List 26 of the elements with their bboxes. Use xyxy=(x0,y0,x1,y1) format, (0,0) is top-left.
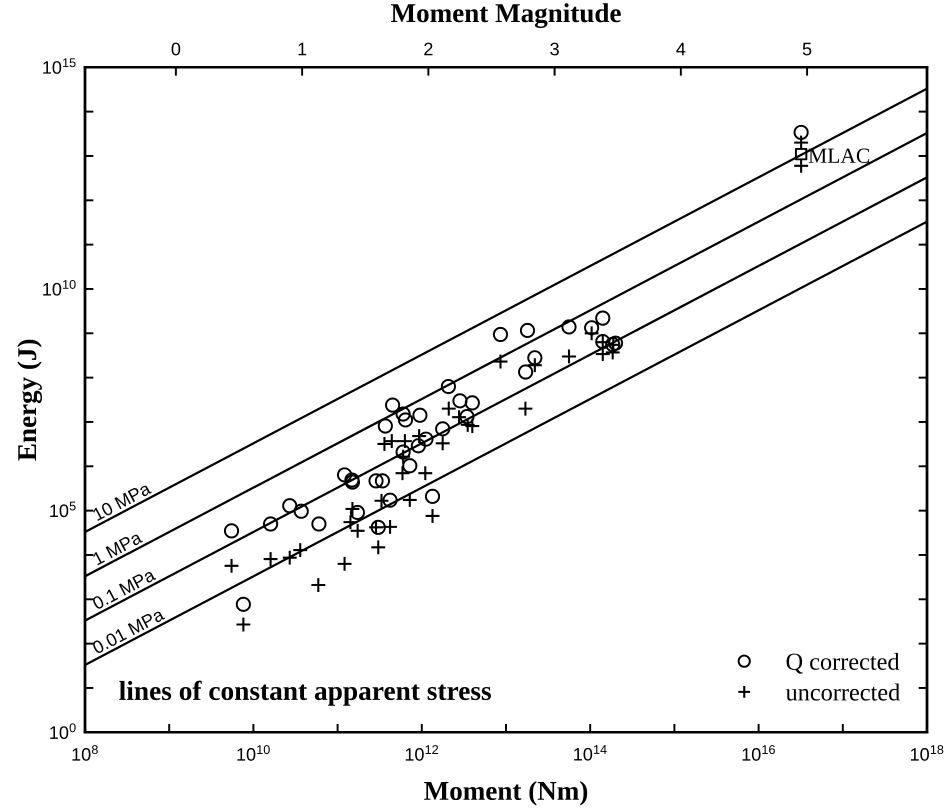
y-tick-label: 10$^{5}$ xyxy=(50,502,76,518)
text: 10 MPa xyxy=(92,481,152,522)
x-tick-label: 10$^{16}$ xyxy=(742,745,775,761)
x-axis-title: Moment (Nm) xyxy=(424,781,588,806)
x2-tick-label: 4 xyxy=(676,42,686,56)
x2-tick-label: 5 xyxy=(802,42,812,56)
x-tick-label: 10$^{8}$ xyxy=(72,745,98,761)
x2-tick-label: 1 xyxy=(298,42,306,56)
text: 0.1 MPa xyxy=(91,568,156,610)
x2-tick-label: 0 xyxy=(172,42,180,56)
y-axis-title: Energy (J) xyxy=(17,340,42,461)
text: 1 MPa xyxy=(92,530,143,566)
legend-label: Q corrected xyxy=(786,652,900,674)
y-tick-label: 10$^{10}$ xyxy=(43,280,76,296)
x2-tick-label: 2 xyxy=(424,42,432,56)
legend-label: uncorrected xyxy=(786,684,900,701)
y-tick-label: 10$^{15}$ xyxy=(43,58,76,74)
annotation: MLAC xyxy=(808,148,870,163)
annotation: lines of constant apparent stress xyxy=(119,680,491,706)
y-tick-label: 10$^{0}$ xyxy=(50,723,76,739)
x2-axis-title: Moment Magnitude xyxy=(390,3,621,28)
x-tick-label: 10$^{12}$ xyxy=(406,745,438,761)
x2-tick-label: 3 xyxy=(550,42,559,56)
x-tick-label: 10$^{10}$ xyxy=(237,745,270,761)
x-tick-label: 10$^{18}$ xyxy=(910,745,944,761)
x-tick-label: 10$^{14}$ xyxy=(574,745,607,761)
